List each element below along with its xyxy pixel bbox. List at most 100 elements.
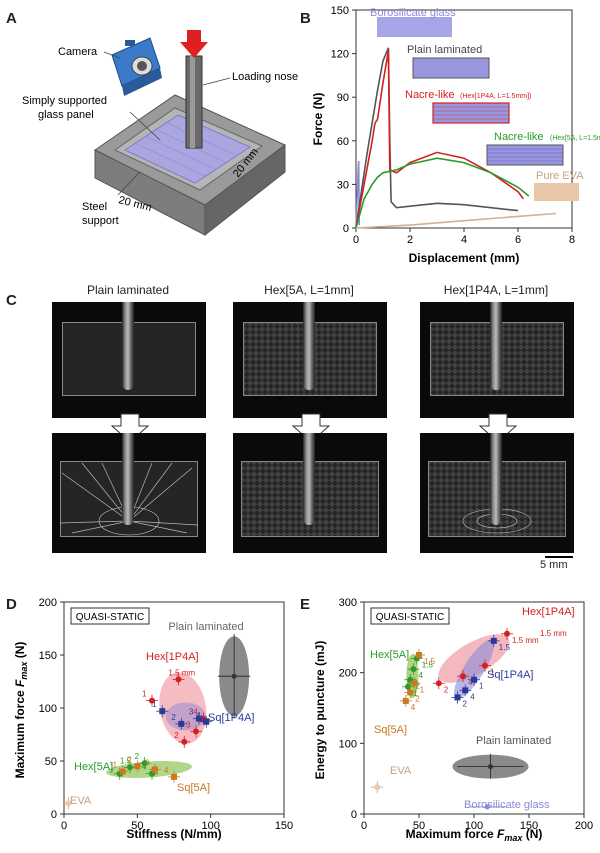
- point-label: 4: [470, 692, 475, 701]
- data-point: [203, 718, 210, 725]
- y-tick-label: 0: [51, 809, 57, 821]
- data-point: [435, 680, 442, 687]
- quasi-static-box: [370, 607, 450, 625]
- data-point: [462, 687, 469, 694]
- point-label: 1.5: [422, 661, 434, 670]
- label-eva: EVA: [390, 765, 412, 777]
- panel-b-letter: B: [300, 10, 311, 27]
- legend-nacre1-sub: (Hex[1P4A, L=1.5mm]): [460, 93, 531, 100]
- scale-bar-label: 5 mm: [540, 559, 568, 571]
- data-point: [127, 764, 133, 771]
- panel-c-letter: C: [6, 292, 17, 309]
- y-tick-label: 60: [337, 136, 349, 148]
- label-mm: 1.5 mm: [540, 629, 567, 638]
- point-label: 1: [420, 685, 425, 694]
- point-label: 4: [468, 678, 473, 687]
- series-line: [355, 161, 360, 229]
- sq1p4a-region: [454, 639, 494, 699]
- data-point: [411, 680, 418, 687]
- point-label: 1: [490, 668, 495, 677]
- x-tick-label: 0: [61, 820, 67, 832]
- point-label: 1.5 mm: [512, 636, 539, 645]
- x-tick-label: 6: [515, 234, 521, 246]
- label-plain: Plain laminated: [168, 621, 243, 633]
- y-axis-label: Energy to puncture (mJ): [313, 641, 327, 780]
- data-point: [490, 637, 497, 644]
- photo-plain-after: [52, 433, 206, 553]
- point-label: 1: [152, 700, 157, 709]
- x-tick-label: 2: [407, 234, 413, 246]
- legend-plain: Plain laminated: [407, 44, 482, 56]
- label-sq1p4a: Sq[1P4A]: [208, 712, 254, 724]
- point-label: 1.5: [120, 756, 132, 765]
- quasi-static-label: QUASI-STATIC: [376, 612, 445, 623]
- camera-label: Camera: [58, 46, 98, 58]
- legend-nacre2-sub: (Hex[5A, L=1.5mm]): [550, 135, 600, 142]
- x-tick-label: 50: [413, 820, 425, 832]
- point-label: 1: [413, 689, 418, 698]
- y-tick-label: 200: [39, 597, 57, 609]
- series-line: [355, 50, 525, 229]
- y-tick-label: 30: [337, 179, 349, 191]
- label-sq1p4a: Sq[1P4A]: [487, 669, 533, 681]
- point-label: 1.5 mm: [168, 668, 195, 677]
- y-axis-label: Maximum force Fmax (N): [13, 642, 29, 779]
- data-point: [407, 689, 414, 696]
- y-tick-label: 50: [45, 756, 57, 768]
- series-line: [355, 212, 556, 229]
- point-label: 4: [196, 711, 201, 720]
- y-tick-label: 300: [339, 597, 357, 609]
- panel-e-energy-chart: 0 50 100 150 200 0 100 200 300 Maximum force Fmax…: [313, 597, 593, 843]
- y-tick-label: 100: [339, 738, 357, 750]
- steel-support-side: [204, 144, 286, 237]
- y-tick-label: 200: [339, 668, 357, 680]
- panel-b-force-displacement-chart: 0 2 4 6 8 0 30 60 90 120 150 Displacement (mm) Force…: [311, 5, 600, 265]
- data-point: [402, 697, 409, 704]
- data-point: [454, 694, 461, 701]
- point-label: 2: [444, 685, 449, 694]
- panel-label-2: glass panel: [38, 109, 94, 121]
- panel-label-1: Simply supported: [22, 95, 107, 107]
- x-axis-label: Maximum force Fmax (N): [406, 827, 543, 843]
- scale-bar: [545, 556, 573, 558]
- borosilicate-swatch: [377, 17, 452, 37]
- label-sq5a: Sq[5A]: [177, 782, 210, 794]
- point-label: 2: [174, 731, 179, 740]
- point-label: 1: [479, 682, 484, 691]
- x-tick-label: 4: [461, 234, 467, 246]
- data-point: [178, 720, 185, 727]
- plain-swatch: [412, 57, 490, 79]
- x-tick-label: 100: [465, 820, 483, 832]
- x-tick-label: 150: [275, 820, 293, 832]
- panel-a-illustration: Camera Loading nose Simply supported gla…: [22, 30, 298, 237]
- photo-hex5a-before: [233, 302, 387, 418]
- data-point: [141, 760, 148, 767]
- panel-a-letter: A: [6, 10, 17, 27]
- y-tick-label: 90: [337, 92, 349, 104]
- point-label: 2: [415, 682, 420, 691]
- photo-title-hex5a: Hex[5A, L=1mm]: [264, 283, 354, 297]
- y-tick-label: 0: [343, 223, 349, 235]
- data-point: [175, 676, 182, 683]
- y-tick-label: 100: [39, 703, 57, 715]
- y-tick-label: 150: [39, 650, 57, 662]
- point-label: 1.5: [499, 643, 511, 652]
- data-point: [65, 800, 72, 807]
- data-point: [134, 763, 141, 770]
- data-point: [460, 673, 466, 680]
- point-label: 2: [463, 699, 468, 708]
- point-label: 4: [142, 763, 147, 772]
- point-label: 2: [135, 752, 140, 761]
- quasi-static-label: QUASI-STATIC: [76, 612, 145, 623]
- camera-icon: [111, 37, 162, 96]
- panel-d-letter: D: [6, 596, 17, 613]
- label-hex5a: Hex[5A]: [74, 761, 113, 773]
- data-point: [488, 764, 493, 770]
- photo-title-plain: Plain laminated: [86, 283, 170, 297]
- panel-d-stiffness-chart: 0 50 100 150 0 50 100 150 200 Stiffness (N/mm) Max…: [13, 597, 293, 841]
- data-point: [181, 738, 188, 745]
- data-point: [231, 673, 237, 679]
- data-point: [151, 766, 158, 773]
- label-hex5a: Hex[5A]: [370, 649, 409, 661]
- point-label: 1: [142, 690, 147, 699]
